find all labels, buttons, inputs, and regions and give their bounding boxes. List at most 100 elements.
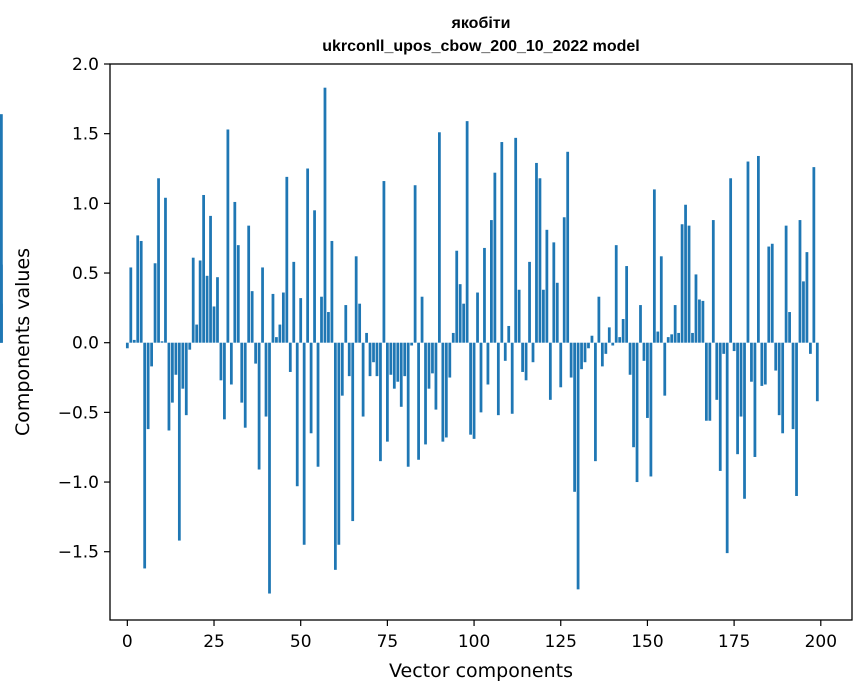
bar [223, 342, 226, 420]
bar [736, 342, 739, 455]
x-tick-label: 75 [377, 632, 399, 652]
bar [788, 312, 791, 343]
bar [535, 162, 538, 343]
bar [306, 168, 310, 343]
bar [229, 342, 233, 385]
bar [257, 342, 261, 470]
bar [600, 342, 604, 367]
bar [763, 342, 767, 385]
bar [268, 342, 271, 594]
bar [809, 342, 812, 354]
bar [483, 247, 486, 343]
bar [288, 342, 292, 372]
x-tick-label: 50 [290, 632, 312, 652]
bar [486, 342, 490, 385]
y-tick-label: 1.0 [72, 194, 99, 214]
bar [618, 337, 622, 343]
x-axis-label: Vector components [389, 660, 573, 682]
bar [344, 305, 348, 343]
bar [566, 151, 570, 343]
bar [167, 342, 171, 431]
bar [320, 296, 323, 343]
plot-frame [109, 63, 853, 621]
bar [278, 324, 282, 343]
bar [757, 155, 760, 343]
bar [427, 342, 431, 389]
bar [784, 225, 788, 343]
bar [795, 342, 798, 496]
bars-group [0, 87, 819, 594]
bar [125, 342, 129, 349]
y-tick-label: −1.5 [58, 543, 99, 563]
bar [718, 342, 722, 471]
bar [524, 342, 528, 381]
bar [0, 114, 3, 343]
bar [767, 246, 771, 343]
bar [285, 176, 289, 343]
bar [184, 342, 188, 416]
bar [542, 289, 545, 343]
bar [438, 132, 441, 343]
bar [781, 342, 785, 434]
bar [517, 289, 521, 343]
bar [680, 224, 684, 343]
bar [708, 342, 712, 421]
bar [379, 342, 382, 462]
bar [424, 342, 427, 445]
bar [770, 243, 774, 343]
y-tick-label: 0.0 [72, 334, 99, 354]
bar [604, 342, 608, 354]
bar [701, 300, 705, 343]
bar [309, 342, 313, 434]
bar [275, 337, 278, 343]
bar [254, 342, 258, 364]
bar [684, 204, 687, 343]
bar [295, 342, 299, 487]
bar [642, 342, 646, 361]
bar [236, 245, 240, 343]
bar [521, 342, 524, 372]
bar [181, 342, 185, 389]
bar [209, 215, 212, 343]
bar [382, 181, 386, 343]
bar [673, 305, 677, 343]
bar [559, 342, 563, 388]
bar [493, 172, 497, 343]
bar [226, 129, 230, 343]
bar [413, 185, 417, 343]
bar [528, 261, 531, 343]
bar [372, 342, 375, 363]
bar [233, 201, 237, 343]
x-tick-label: 100 [458, 632, 490, 652]
bar [212, 306, 216, 343]
bar [271, 293, 275, 343]
bar [139, 240, 143, 343]
bar [455, 250, 459, 343]
bar [171, 342, 174, 403]
bar [143, 342, 147, 569]
bar [323, 87, 327, 343]
bar [725, 342, 729, 554]
bar [247, 225, 251, 343]
bar [743, 342, 746, 499]
bar [490, 220, 493, 343]
bar [476, 292, 479, 343]
bar [694, 274, 698, 343]
bar [507, 325, 511, 343]
x-axis-ticks: 0 25 50 75 100 125 150 175 200 [122, 620, 837, 652]
bar [160, 341, 164, 343]
bar [753, 342, 757, 457]
chart-subtitle: ukrconll_upos_cbow_200_10_2022 model [322, 38, 639, 55]
bar [496, 342, 500, 416]
x-tick-label: 125 [545, 632, 577, 652]
bar [746, 161, 750, 343]
bar [448, 342, 452, 378]
bar [704, 342, 708, 421]
bar [777, 342, 781, 416]
bar [614, 245, 618, 343]
bar [243, 342, 247, 428]
bar [545, 229, 549, 343]
bar [403, 342, 407, 377]
bar [666, 337, 670, 343]
